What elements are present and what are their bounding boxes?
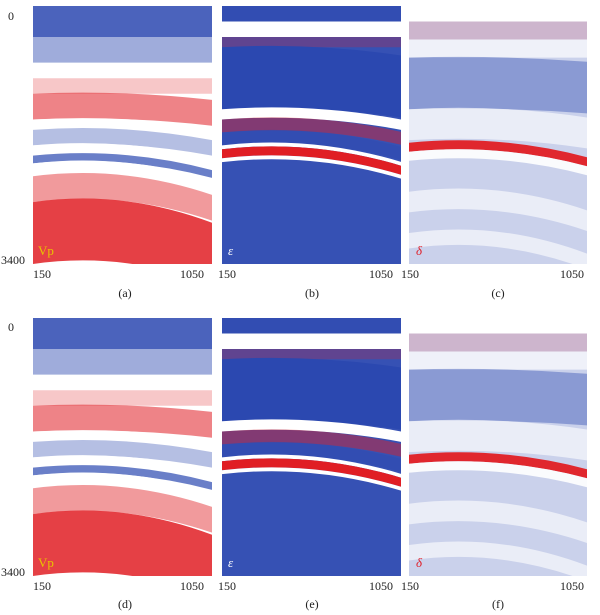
caption-c: (c) [491,286,505,300]
panel-c [409,6,587,264]
delta-image-f [409,318,587,576]
x-tick-start-d: 150 [33,579,51,593]
panel-label-d: Vp [38,555,54,570]
x-tick-start-f: 150 [401,579,419,593]
x-tick-end-e: 1050 [369,579,393,593]
panel-label-a: Vp [38,243,54,258]
x-tick-end-a: 1050 [180,267,204,281]
epsilon-image-e [222,318,401,576]
panel-label-e: ε [228,555,234,570]
panel-label-c: δ [416,243,423,258]
caption-f: (f) [492,597,504,611]
caption-a: (a) [118,286,132,300]
panel-e [222,318,401,576]
depth-label-top-row2: 0 [8,320,14,334]
depth-label-bottom-row1: 3400 [1,253,25,267]
x-tick-end-d: 1050 [180,579,204,593]
caption-b: (b) [305,286,319,300]
epsilon-image-b [222,6,401,264]
panel-b [222,6,401,264]
x-tick-end-b: 1050 [369,267,393,281]
panel-label-b: ε [228,243,234,258]
caption-d: (d) [118,597,132,611]
caption-e: (e) [305,597,319,611]
x-tick-end-f: 1050 [560,579,584,593]
vp-image-d [33,318,212,576]
panel-d [33,318,212,576]
x-tick-start-e: 150 [218,579,236,593]
vp-image-a [33,6,212,264]
depth-label-bottom-row2: 3400 [1,565,25,579]
x-tick-start-a: 150 [33,267,51,281]
delta-image-c [409,6,587,264]
panel-label-f: δ [416,555,423,570]
x-tick-start-b: 150 [218,267,236,281]
x-tick-start-c: 150 [401,267,419,281]
panel-f [409,318,587,576]
depth-label-top-row1: 0 [8,9,14,23]
x-tick-end-c: 1050 [560,267,584,281]
panel-a [33,6,212,264]
